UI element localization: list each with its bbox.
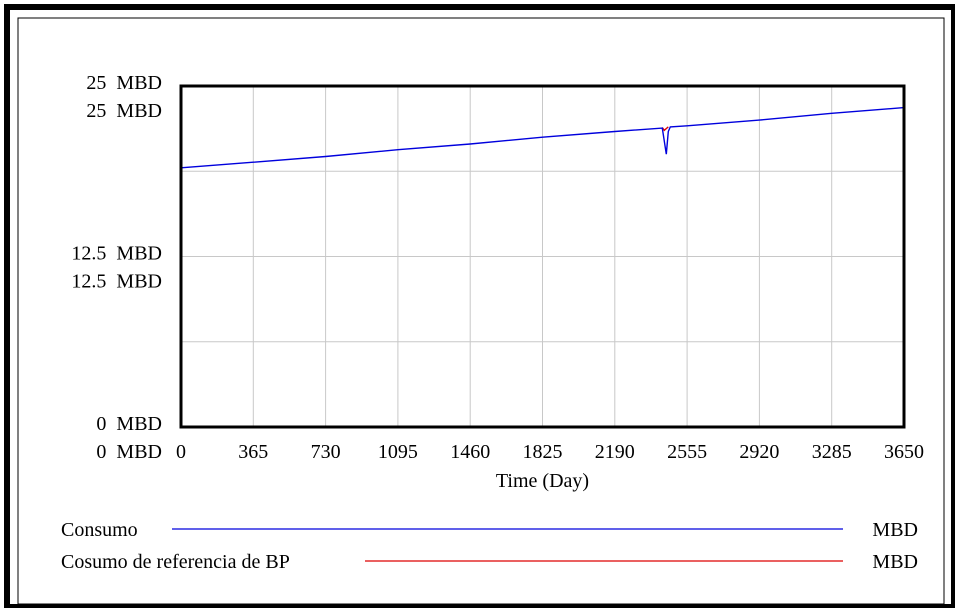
y-axis-tick-labels: 25 MBD 25 MBD 12.5 MBD 12.5 MBD 0 MBD 0 MBD xyxy=(71,72,162,463)
y-tick-label: 25 MBD xyxy=(86,100,162,122)
x-tick-label: 730 xyxy=(311,441,341,463)
x-tick-label: 1460 xyxy=(450,441,490,463)
x-axis-label: Time (Day) xyxy=(496,470,589,492)
x-tick-label: 1825 xyxy=(523,441,563,463)
legend-label: Cosumo de referencia de BP xyxy=(61,551,290,573)
x-tick-label: 2555 xyxy=(667,441,707,463)
inner-frame xyxy=(17,17,945,605)
legend: Consumo MBD Cosumo de referencia de BP MBD xyxy=(61,519,918,573)
x-tick-label: 3285 xyxy=(812,441,852,463)
plot-area xyxy=(179,84,906,429)
outer-frame xyxy=(4,4,955,608)
x-tick-label: 0 xyxy=(176,441,186,463)
y-tick-label: 0 MBD xyxy=(96,441,162,463)
legend-label: Consumo xyxy=(61,519,138,541)
legend-unit: MBD xyxy=(872,519,918,541)
x-tick-label: 2920 xyxy=(739,441,779,463)
series-layer xyxy=(180,106,905,169)
x-axis-tick-labels: 0 365 730 1095 1460 1825 2190 2555 2920 3285 3650 xyxy=(176,441,924,463)
y-tick-label: 12.5 MBD xyxy=(71,271,162,293)
y-tick-label: 0 MBD xyxy=(96,413,162,435)
y-tick-label: 25 MBD xyxy=(86,72,162,94)
x-tick-label: 2190 xyxy=(595,441,635,463)
y-tick-label: 12.5 MBD xyxy=(71,243,162,265)
x-tick-label: 365 xyxy=(238,441,268,463)
series-line-consumo xyxy=(180,106,905,169)
x-tick-label: 1095 xyxy=(378,441,418,463)
x-tick-label: 3650 xyxy=(884,441,924,463)
legend-unit: MBD xyxy=(872,551,918,573)
